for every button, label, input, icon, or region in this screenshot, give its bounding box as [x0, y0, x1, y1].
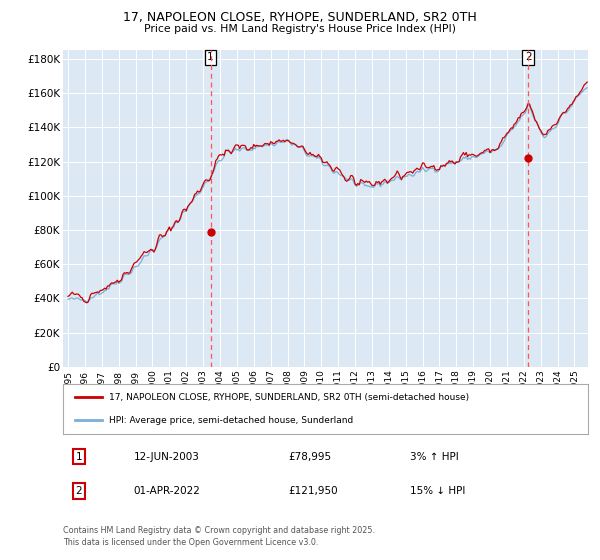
Text: 17, NAPOLEON CLOSE, RYHOPE, SUNDERLAND, SR2 0TH: 17, NAPOLEON CLOSE, RYHOPE, SUNDERLAND, … [123, 11, 477, 24]
Text: Contains HM Land Registry data © Crown copyright and database right 2025.
This d: Contains HM Land Registry data © Crown c… [63, 526, 375, 547]
Text: Price paid vs. HM Land Registry's House Price Index (HPI): Price paid vs. HM Land Registry's House … [144, 24, 456, 34]
Text: £78,995: £78,995 [289, 451, 332, 461]
Text: 1: 1 [207, 52, 214, 62]
Text: 12-JUN-2003: 12-JUN-2003 [134, 451, 200, 461]
Text: 3% ↑ HPI: 3% ↑ HPI [409, 451, 458, 461]
Text: £121,950: £121,950 [289, 486, 338, 496]
Text: 01-APR-2022: 01-APR-2022 [134, 486, 201, 496]
Text: 1: 1 [76, 451, 82, 461]
Text: 2: 2 [76, 486, 82, 496]
Text: 15% ↓ HPI: 15% ↓ HPI [409, 486, 465, 496]
Text: 2: 2 [525, 52, 532, 62]
Text: HPI: Average price, semi-detached house, Sunderland: HPI: Average price, semi-detached house,… [109, 416, 353, 425]
Text: 17, NAPOLEON CLOSE, RYHOPE, SUNDERLAND, SR2 0TH (semi-detached house): 17, NAPOLEON CLOSE, RYHOPE, SUNDERLAND, … [109, 393, 469, 402]
